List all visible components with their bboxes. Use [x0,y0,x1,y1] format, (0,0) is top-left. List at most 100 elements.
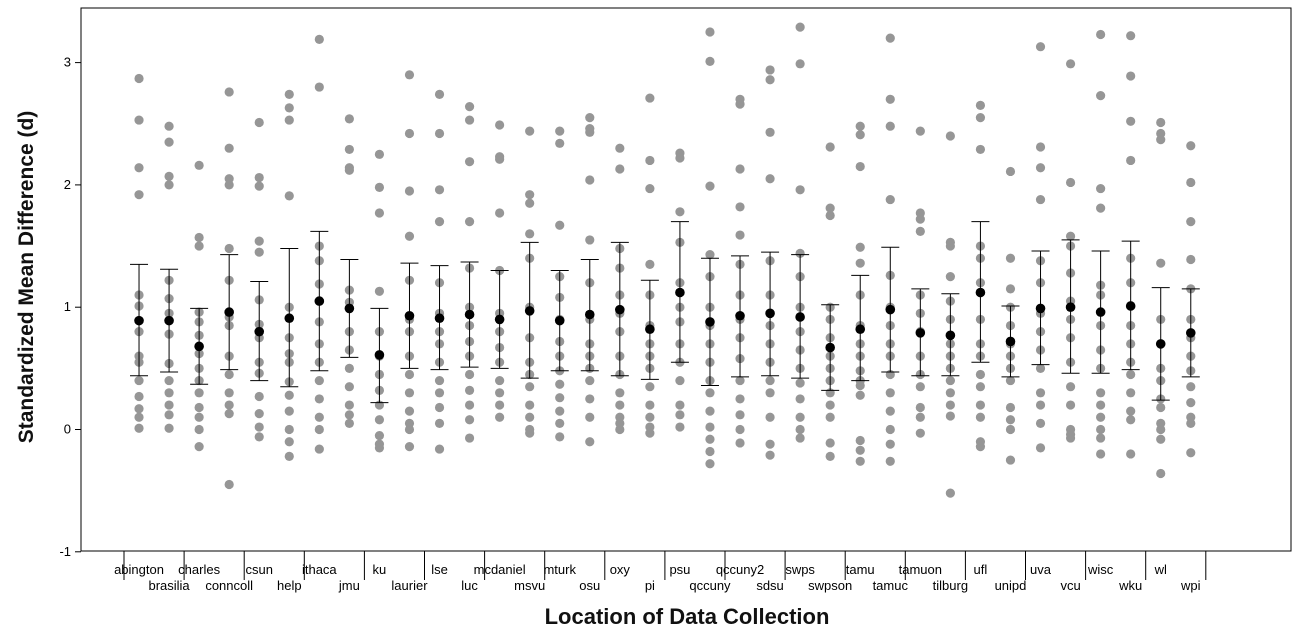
y-tick-label: 2 [64,177,71,192]
data-point [224,87,234,97]
data-point [1126,116,1136,126]
mean-point [1035,303,1046,314]
data-point [945,241,955,251]
data-point [1035,443,1046,453]
data-point [735,424,745,435]
data-point [855,242,865,252]
data-point [855,130,865,140]
data-point [525,126,535,136]
data-point [434,216,445,227]
data-point [224,369,234,380]
data-point [134,190,144,200]
x-tick-label: tamuon [899,562,942,577]
data-point [945,400,955,410]
mean-point [675,287,685,298]
data-point [705,446,715,457]
data-point [1005,455,1016,465]
data-point [795,424,805,435]
data-point [404,406,415,416]
mean-point [434,313,445,324]
data-point [164,180,174,190]
data-point [1186,397,1196,408]
data-point [645,183,655,194]
data-point [1096,203,1106,213]
data-point [1035,363,1046,373]
data-point [404,424,415,435]
data-point [374,149,385,159]
mean-point [344,303,355,314]
x-tick-label: qccuny [689,578,731,593]
data-point [194,442,204,452]
x-tick-label: qccuny2 [716,562,764,577]
data-point [1126,449,1136,459]
data-point [194,424,204,435]
data-point [555,418,565,428]
data-point [525,412,535,422]
mean-point [584,309,595,320]
data-point [1065,382,1076,392]
data-point [765,375,775,386]
data-point [164,121,174,131]
data-point [164,388,174,398]
data-point [314,375,324,386]
data-point [765,65,775,75]
data-point [224,409,234,419]
data-point [284,437,294,447]
data-point [705,406,715,416]
data-point [495,120,505,130]
data-point [645,412,655,422]
x-tick-label: luc [461,578,478,593]
data-point [615,424,625,435]
data-point [1126,415,1136,425]
data-point [975,113,986,123]
x-tick-label: charles [178,562,220,577]
data-point [464,385,475,395]
data-point [795,394,805,404]
data-point [585,175,595,185]
data-point [1186,418,1196,428]
data-point [1065,433,1076,443]
data-point [1186,216,1196,227]
data-point [1096,449,1106,459]
data-point [975,382,986,392]
data-point [705,250,715,260]
x-tick-label: psu [669,562,690,577]
data-point [314,82,324,92]
data-point [825,142,835,152]
data-point [855,445,865,455]
data-point [885,406,895,416]
x-tick-label: tamu [846,562,875,577]
x-tick-label: wl [1154,562,1167,577]
data-point [915,402,925,413]
data-point [1156,135,1166,145]
data-point [344,400,354,410]
data-point [254,117,264,128]
plot-area-frame [80,7,1292,552]
data-point [525,229,535,239]
data-point [855,121,865,131]
data-point [314,412,324,422]
data-point [284,103,294,113]
data-point [1035,142,1046,152]
data-point [164,410,174,420]
y-tick-label: -1 [59,544,71,559]
data-point [1126,31,1136,41]
mean-point [254,326,265,337]
data-point [1005,375,1016,386]
data-point [1035,388,1046,398]
data-point [344,165,354,175]
data-point [1096,433,1106,443]
data-point [134,115,144,125]
data-point [374,443,385,453]
data-point [825,412,835,422]
data-point [254,422,264,432]
data-point [495,400,505,410]
data-point [885,33,895,43]
mean-point [915,328,926,338]
data-point [585,113,595,123]
data-point [705,27,715,37]
data-point [765,439,775,449]
data-point [434,375,445,386]
data-point [825,210,835,221]
